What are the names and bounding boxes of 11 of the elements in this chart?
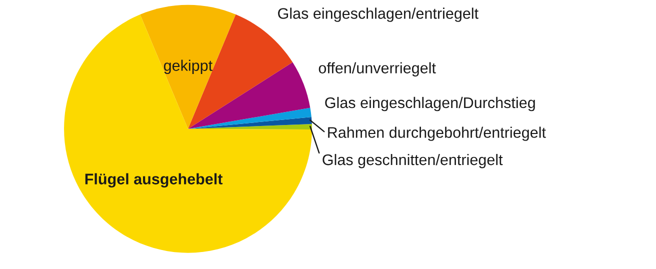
pie-slice — [188, 117, 312, 129]
slice-label: Glas eingeschlagen/entriegelt — [278, 8, 478, 22]
slice-label: Rahmen durchgebohrt/entriegelt — [328, 126, 546, 141]
slice-label: Glas geschnitten/entriegelt — [322, 154, 503, 168]
pie-slice — [188, 108, 312, 129]
slice-label: gekippt — [164, 60, 212, 74]
pie-slice — [140, 4, 236, 129]
slice-label: Glas eingeschlagen/Durchstieg — [325, 96, 535, 112]
slice-label: offen/unverriegelt — [318, 62, 436, 76]
slice-label: Flügel ausgehebelt — [85, 173, 223, 188]
pie-slice — [188, 124, 312, 130]
